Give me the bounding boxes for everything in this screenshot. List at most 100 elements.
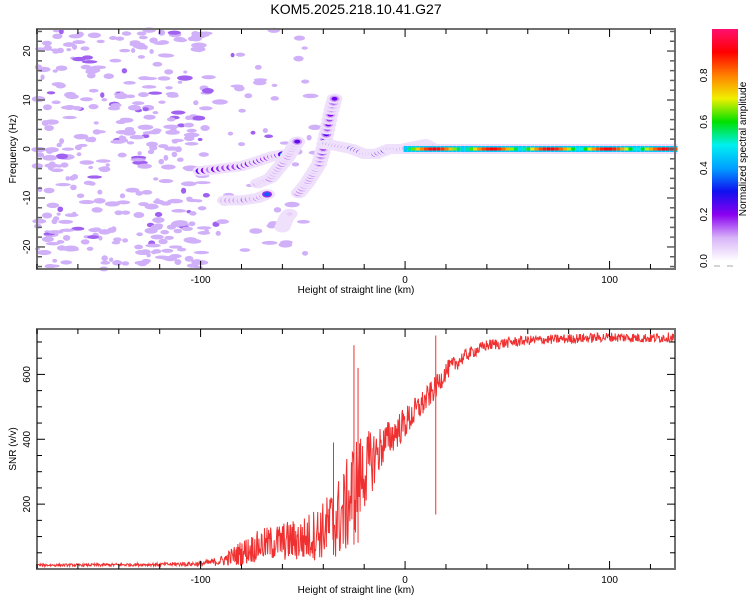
noise-blob <box>167 30 181 35</box>
carrier-core <box>518 147 523 151</box>
carrier-core <box>563 147 568 151</box>
carrier-core <box>464 147 469 151</box>
snr-line <box>36 332 676 569</box>
noise-blob <box>121 68 128 74</box>
noise-blob <box>170 221 179 228</box>
noise-blob <box>164 69 174 75</box>
noise-blob <box>196 47 203 53</box>
noise-blob <box>137 163 152 169</box>
noise-blob <box>152 217 165 223</box>
noise-blob <box>198 152 210 157</box>
noise-blob <box>158 158 165 165</box>
noise-blob <box>101 255 108 262</box>
noise-blob <box>227 131 234 136</box>
carrier-core <box>583 147 588 151</box>
noise-blob <box>148 91 163 95</box>
noise-blob <box>186 196 193 201</box>
x-tick-label: -100 <box>191 275 211 286</box>
noise-blob <box>158 53 175 58</box>
noise-blob <box>166 117 176 122</box>
noise-blob <box>42 154 58 161</box>
branch-4-blob <box>286 211 293 216</box>
noise-blob <box>129 135 145 140</box>
noise-blob <box>173 37 186 42</box>
carrier-core <box>657 147 662 151</box>
noise-blob <box>71 173 79 180</box>
noise-blob <box>301 79 310 84</box>
noise-blob <box>31 95 46 102</box>
noise-blob <box>158 100 166 104</box>
noise-blob <box>249 228 263 234</box>
carrier-core <box>595 147 600 151</box>
noise-blob <box>50 168 64 173</box>
noise-blob <box>32 218 47 224</box>
noise-blob <box>183 132 200 138</box>
noise-blob <box>173 228 183 234</box>
noise-blob <box>86 67 101 74</box>
noise-blob <box>51 100 61 105</box>
carrier-core <box>501 147 506 151</box>
y-tick-label: 20 <box>22 45 33 57</box>
noise-blob <box>140 249 151 255</box>
noise-blob <box>212 99 228 105</box>
noise-blob <box>160 256 176 260</box>
noise-blob <box>55 183 71 187</box>
noise-blob <box>127 104 141 111</box>
branch-1-blob <box>264 192 271 197</box>
noise-blob <box>136 31 147 36</box>
noise-blob <box>130 48 136 54</box>
carrier-core <box>608 147 613 151</box>
noise-blob <box>47 230 64 234</box>
snr-y-ticks: 200 400 600 <box>22 341 675 554</box>
noise-blob <box>144 227 158 234</box>
carrier-core <box>460 147 465 151</box>
noise-blob <box>138 92 149 98</box>
noise-blob <box>177 75 193 81</box>
noise-blob <box>142 76 158 81</box>
noise-blob <box>100 260 111 265</box>
colorbar-tick-label: 0.4 <box>699 161 710 175</box>
carrier-core <box>640 147 645 151</box>
noise-blob <box>204 229 210 233</box>
spectrogram-x-ticks: -100 0 100 <box>36 29 651 286</box>
noise-blob <box>250 130 256 135</box>
noise-blob <box>154 212 163 218</box>
noise-blob <box>150 234 164 240</box>
x-tick-label: -100 <box>191 575 211 586</box>
carrier-core <box>632 147 637 151</box>
noise-blob <box>293 55 304 62</box>
noise-blob <box>125 94 136 99</box>
noise-blob <box>196 226 212 230</box>
noise-blob <box>164 235 174 240</box>
noise-blob <box>45 241 60 246</box>
noise-blob <box>110 139 126 144</box>
noise-blob <box>57 206 64 213</box>
carrier-core <box>661 147 666 151</box>
carrier-core <box>485 147 490 151</box>
carrier-core <box>477 147 482 151</box>
carrier-core <box>473 147 478 151</box>
noise-blob <box>239 248 251 252</box>
noise-blob <box>66 48 72 52</box>
noise-blob <box>158 238 168 245</box>
noise-blob <box>215 230 221 236</box>
noise-blob <box>52 258 58 263</box>
noise-blob <box>56 142 62 148</box>
colorbar-tick-label: 0.0 <box>699 254 710 268</box>
noise-blob <box>296 219 310 224</box>
carrier-core <box>644 147 649 151</box>
noise-blob <box>87 235 100 239</box>
noise-blob <box>149 48 154 54</box>
noise-blob <box>86 72 96 79</box>
spectrogram-y-ticks: -20 -10 0 10 20 <box>22 30 675 268</box>
noise-blob <box>55 65 68 71</box>
noise-blob <box>121 261 130 266</box>
noise-blob <box>163 154 169 161</box>
carrier-core <box>542 147 547 151</box>
carrier-core <box>554 147 559 151</box>
noise-blob <box>101 98 108 102</box>
carrier-core <box>505 147 510 151</box>
noise-blob <box>115 36 125 41</box>
noise-blob <box>261 240 278 245</box>
noise-blob <box>201 75 216 80</box>
